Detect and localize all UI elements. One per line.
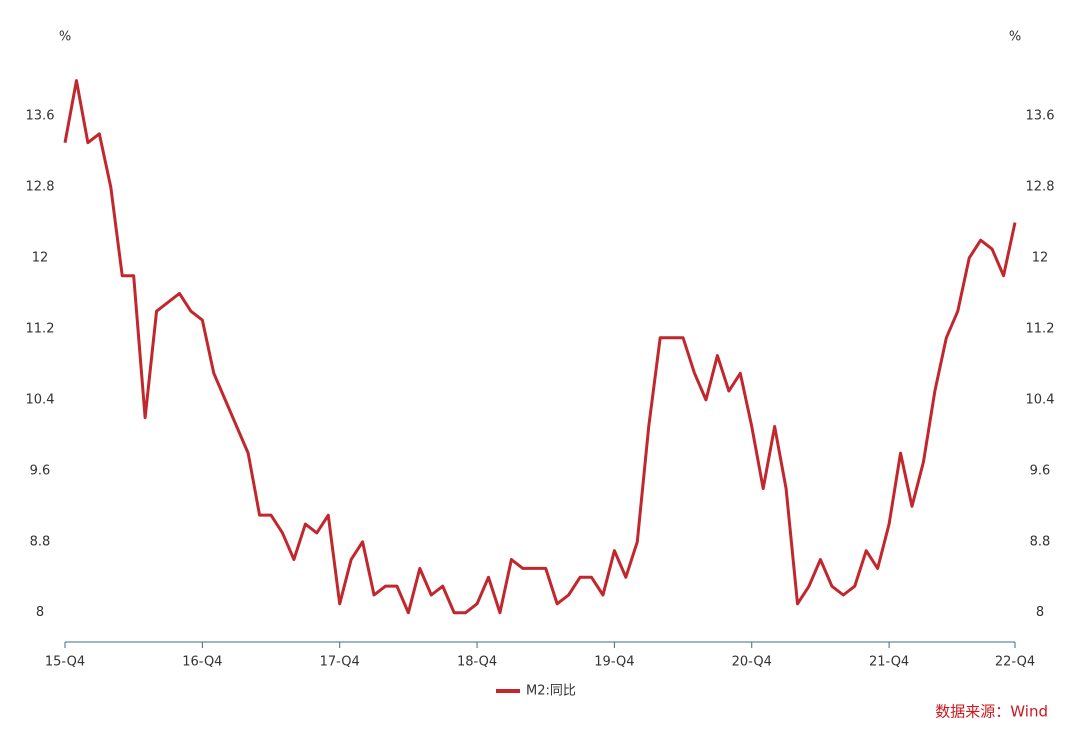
x-tick-label: 17-Q4 <box>320 655 360 670</box>
y2-tick-label: 10.4 <box>1026 392 1055 407</box>
x-tick-label: 16-Q4 <box>182 655 222 670</box>
y-unit-right: % <box>1009 30 1021 45</box>
y-tick-label: 12.8 <box>26 180 55 195</box>
series-line <box>63 79 1017 615</box>
legend-label: M2:同比 <box>526 684 576 699</box>
y-tick-label: 8 <box>36 605 44 620</box>
y-tick-label: 11.2 <box>26 321 55 336</box>
y-tick-label: 12 <box>32 250 49 265</box>
x-tick-label: 20-Q4 <box>732 655 772 670</box>
y2-tick-label: 9.6 <box>1030 463 1051 478</box>
y2-tick-label: 11.2 <box>1026 321 1055 336</box>
x-tick-label: 15-Q4 <box>45 655 85 670</box>
y-tick-label: 8.8 <box>30 534 51 549</box>
y2-tick-label: 8.8 <box>1030 534 1051 549</box>
x-tick-label: 22-Q4 <box>995 655 1035 670</box>
y2-tick-label: 12 <box>1032 250 1049 265</box>
y2-tick-label: 12.8 <box>1026 180 1055 195</box>
y-tick-label: 10.4 <box>26 392 55 407</box>
y2-tick-label: 8 <box>1036 605 1044 620</box>
x-tick-label: 21-Q4 <box>869 655 909 670</box>
y-tick-label: 9.6 <box>30 463 51 478</box>
x-tick-label: 19-Q4 <box>594 655 634 670</box>
source-note: 数据来源：Wind <box>935 703 1048 721</box>
y-unit-left: % <box>59 30 71 45</box>
x-tick-label: 18-Q4 <box>457 655 497 670</box>
y-tick-label: 13.6 <box>26 109 55 124</box>
y2-tick-label: 13.6 <box>1026 109 1055 124</box>
